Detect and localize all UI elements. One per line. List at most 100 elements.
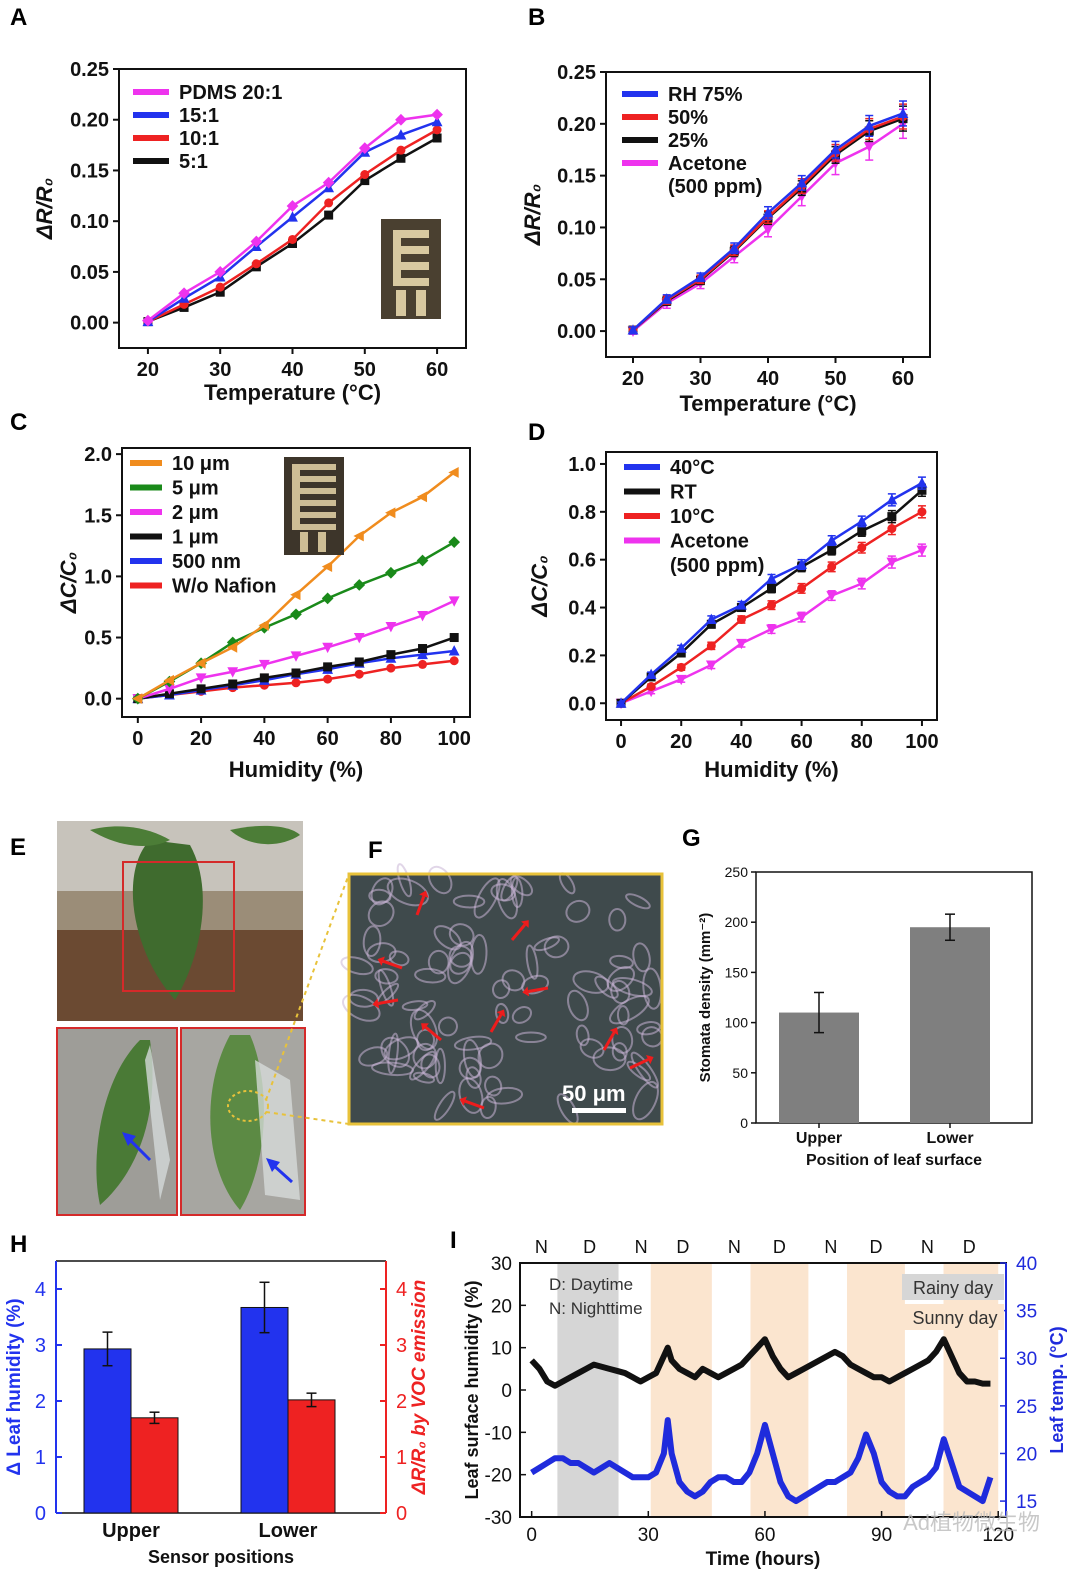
cell-outline (362, 925, 382, 958)
y-axis-title: ΔR/R₀ (520, 184, 545, 246)
y-tick-label: 1.5 (84, 505, 112, 527)
y-tick-label-right: 25 (1016, 1397, 1037, 1418)
bar (240, 1306, 289, 1514)
data-point (897, 107, 909, 118)
y-tick-label: 0.10 (70, 211, 109, 233)
data-point (288, 234, 297, 244)
legend-label: RH 75% (668, 84, 743, 106)
cell-outline (437, 1016, 458, 1037)
y-tick-label-left: 10 (491, 1339, 512, 1360)
data-point (323, 674, 333, 684)
cell-outline (495, 1002, 510, 1024)
x-tick-label: 100 (905, 731, 938, 753)
series-1-m (133, 633, 459, 704)
data-point (448, 645, 460, 656)
legend: RH 75%50%25%Acetone(500 ppm) (622, 84, 762, 198)
data-point (887, 524, 897, 534)
cell-outline (572, 970, 610, 994)
series-rt (616, 483, 927, 708)
y-tick-label: 0.20 (557, 114, 596, 136)
cell-outline (409, 1008, 439, 1050)
data-point (917, 485, 927, 495)
cell-outline (565, 899, 591, 923)
data-point (706, 641, 716, 651)
cell-outline (340, 956, 374, 976)
x-tick-label: 40 (253, 728, 275, 750)
cell-outline (342, 993, 381, 1022)
arrow-head-icon (419, 890, 429, 898)
x-axis-title: Temperature (°C) (679, 391, 856, 416)
legend-label: PDMS 20:1 (179, 82, 282, 104)
legend-label: 10 μm (172, 453, 230, 475)
data-point (826, 591, 838, 602)
y-tick-label: 1.0 (84, 566, 112, 588)
cell-outline (632, 1080, 659, 1121)
x-tick-label: Lower (259, 1520, 318, 1542)
cell-outline (632, 942, 651, 973)
cell-outline (608, 908, 627, 932)
data-point (323, 662, 333, 672)
bar (910, 927, 990, 1123)
data-point (856, 515, 868, 526)
rainy-band (557, 1263, 619, 1517)
data-point (287, 211, 298, 222)
x-tick-label: 80 (851, 731, 873, 753)
arrow-icon (424, 1025, 442, 1042)
data-point (227, 667, 239, 678)
arrow-head-icon (646, 1055, 654, 1065)
cell-outline (567, 989, 589, 1022)
cell-outline (427, 949, 450, 975)
legend-label: Acetone (668, 153, 747, 175)
cell-outline (492, 979, 511, 1000)
data-point (228, 679, 238, 689)
y-tick-label-right: 15 (1016, 1492, 1037, 1513)
electrode-photo-c (284, 457, 344, 555)
series-leaf-surface-humidity (529, 1336, 991, 1389)
data-point (676, 648, 686, 658)
data-point (826, 534, 838, 546)
cell-outline (358, 1046, 389, 1067)
data-point (290, 608, 302, 621)
data-point (178, 287, 190, 300)
data-point (767, 600, 776, 610)
arrow-head-icon (522, 986, 530, 997)
legend-label: 500 nm (172, 551, 241, 573)
data-point (195, 657, 206, 669)
micrograph-panel-f: 50 μm (340, 863, 664, 1126)
x-tick-label: Upper (102, 1520, 160, 1542)
y-tick-label: 0.05 (557, 269, 596, 291)
arrow-icon (378, 998, 399, 1005)
arrow-head-icon (377, 956, 385, 966)
legend-label: 2 μm (172, 502, 219, 524)
legend-label: Acetone (670, 531, 749, 553)
data-point (645, 668, 657, 680)
arrow-icon (415, 895, 426, 916)
cell-outline (433, 925, 462, 951)
cell-outline (386, 877, 429, 907)
series-rh-75- (627, 100, 909, 335)
day-night-label: D (773, 1237, 786, 1257)
electrode-photo-a (381, 219, 441, 319)
cell-outline (484, 1075, 503, 1097)
data-point (449, 656, 459, 666)
data-point (796, 558, 807, 569)
legend: PDMS 20:115:110:15:1 (133, 82, 282, 173)
legend-label: 15:1 (179, 105, 219, 127)
y-tick-label: 0.15 (70, 160, 109, 182)
y-tick-label: 0.2 (568, 645, 596, 667)
y-tick-label-left: 0 (501, 1381, 512, 1402)
y-tick-label-left: 0 (35, 1503, 46, 1525)
y-tick-label-right: 35 (1016, 1302, 1037, 1323)
y-tick-label: 0.5 (84, 628, 112, 650)
x-axis-title: Temperature (°C) (204, 380, 381, 405)
cell-outline (611, 1025, 634, 1054)
cell-outline (533, 936, 561, 952)
y-tick-label: 0.25 (70, 59, 109, 81)
x-axis-title: Position of leaf surface (806, 1152, 982, 1169)
y-tick-label: 0.00 (557, 321, 596, 343)
data-point (164, 684, 175, 695)
series-line (137, 636, 455, 700)
chart-g-stomata-density: 0 50 100 150 200 250 Upper Lower Position of lea… (697, 864, 1033, 1169)
